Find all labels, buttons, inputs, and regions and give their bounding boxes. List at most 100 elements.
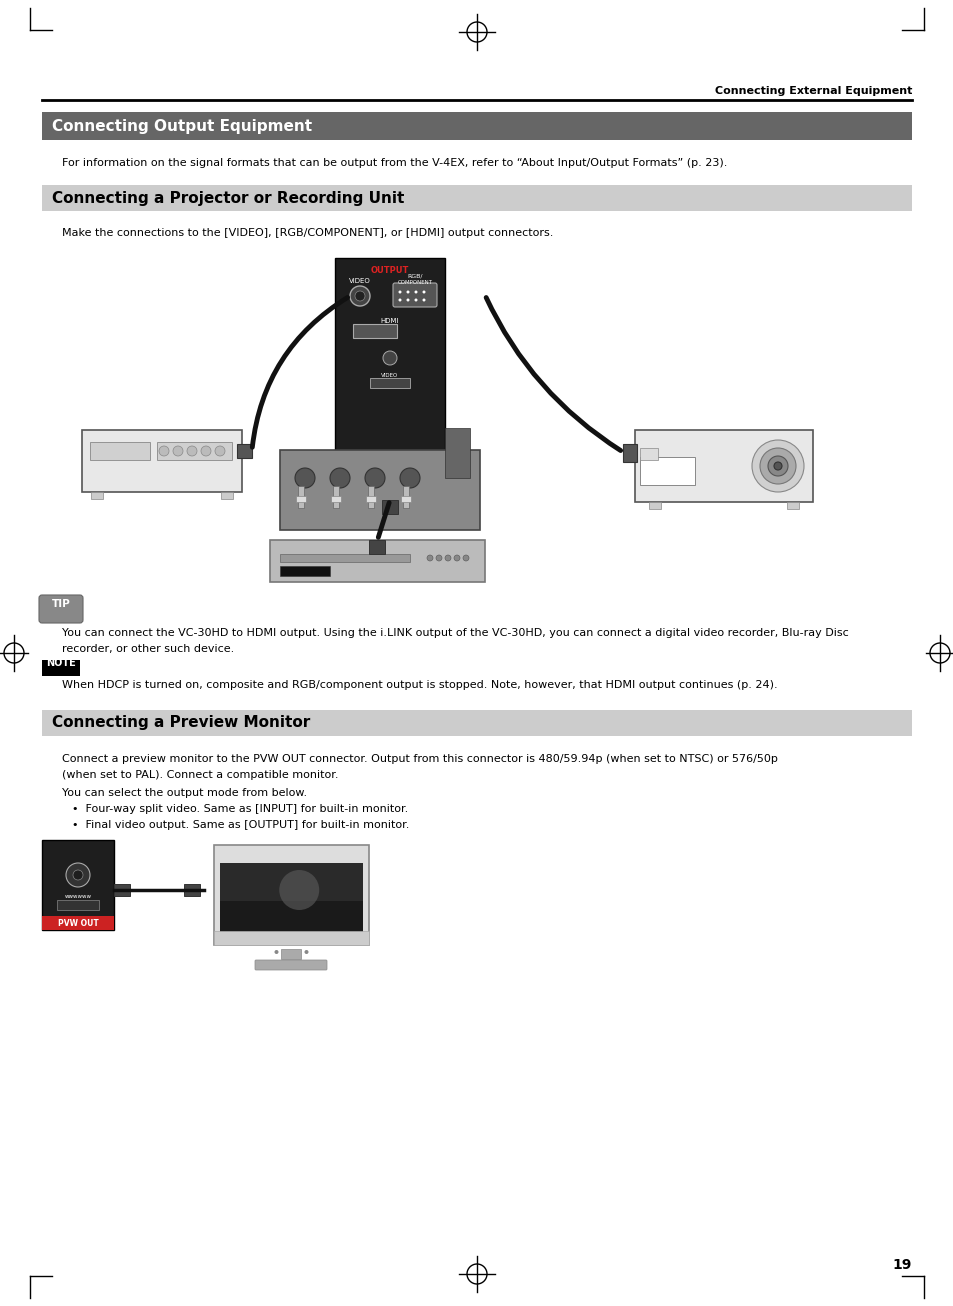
Bar xyxy=(281,949,301,959)
Text: For information on the signal formats that can be output from the V-4EX, refer t: For information on the signal formats th… xyxy=(62,158,726,168)
FancyBboxPatch shape xyxy=(254,960,327,970)
Circle shape xyxy=(350,286,370,306)
Circle shape xyxy=(304,949,308,953)
Circle shape xyxy=(444,555,451,562)
Text: TIP: TIP xyxy=(51,599,71,609)
Bar xyxy=(221,492,233,499)
Bar xyxy=(213,845,369,946)
Bar xyxy=(635,430,812,502)
Bar xyxy=(353,324,396,338)
Bar xyxy=(82,430,242,492)
Text: NOTE: NOTE xyxy=(46,658,76,667)
FancyBboxPatch shape xyxy=(39,596,83,623)
Bar xyxy=(90,441,150,460)
Text: Connecting a Projector or Recording Unit: Connecting a Projector or Recording Unit xyxy=(52,191,404,205)
Circle shape xyxy=(201,447,211,456)
Text: VIDEO: VIDEO xyxy=(381,374,398,377)
Bar xyxy=(42,185,911,212)
Circle shape xyxy=(330,468,350,488)
Circle shape xyxy=(66,863,90,887)
Bar xyxy=(280,451,479,530)
Bar xyxy=(42,710,911,737)
Circle shape xyxy=(427,555,433,562)
Text: VIDEO: VIDEO xyxy=(349,278,371,283)
Bar xyxy=(270,539,484,582)
Text: HDMI: HDMI xyxy=(380,317,399,324)
Circle shape xyxy=(214,447,225,456)
Bar xyxy=(213,931,369,946)
Bar xyxy=(280,565,330,576)
Bar xyxy=(42,840,113,930)
Circle shape xyxy=(274,949,278,953)
Bar xyxy=(331,496,340,502)
Bar xyxy=(639,448,658,460)
Circle shape xyxy=(187,447,196,456)
Bar xyxy=(335,259,444,500)
Text: RGB/: RGB/ xyxy=(407,274,422,279)
Bar xyxy=(113,884,130,896)
Circle shape xyxy=(406,290,409,294)
Circle shape xyxy=(398,290,401,294)
Circle shape xyxy=(398,299,401,302)
Bar xyxy=(333,486,338,508)
Text: You can connect the VC-30HD to HDMI output. Using the i.LINK output of the VC-30: You can connect the VC-30HD to HDMI outp… xyxy=(62,628,848,639)
Text: You can select the output mode from below.: You can select the output mode from belo… xyxy=(62,788,307,798)
Circle shape xyxy=(159,447,169,456)
Bar xyxy=(370,377,410,388)
Text: When HDCP is turned on, composite and RGB/component output is stopped. Note, how: When HDCP is turned on, composite and RG… xyxy=(62,680,777,690)
Bar xyxy=(220,863,363,939)
Bar xyxy=(402,486,409,508)
Text: Connecting Output Equipment: Connecting Output Equipment xyxy=(52,119,312,133)
Bar xyxy=(297,486,304,508)
Bar xyxy=(400,496,411,502)
Text: 19: 19 xyxy=(892,1258,911,1272)
Bar xyxy=(786,502,799,509)
Circle shape xyxy=(365,468,385,488)
Bar xyxy=(368,486,374,508)
Circle shape xyxy=(422,290,425,294)
Text: Connect a preview monitor to the PVW OUT connector. Output from this connector i: Connect a preview monitor to the PVW OUT… xyxy=(62,754,777,764)
Circle shape xyxy=(767,456,787,475)
Circle shape xyxy=(422,299,425,302)
Circle shape xyxy=(751,440,803,492)
Circle shape xyxy=(454,555,459,562)
Bar xyxy=(648,502,660,509)
Text: •  Final video output. Same as [OUTPUT] for built-in monitor.: • Final video output. Same as [OUTPUT] f… xyxy=(71,820,409,831)
Circle shape xyxy=(284,949,288,953)
Circle shape xyxy=(355,291,365,300)
Bar xyxy=(366,496,375,502)
Text: PVW OUT: PVW OUT xyxy=(57,918,98,927)
Bar xyxy=(381,500,397,515)
Bar xyxy=(42,112,911,140)
Bar xyxy=(639,457,695,485)
Bar xyxy=(369,539,385,554)
Bar xyxy=(57,900,99,910)
Circle shape xyxy=(760,448,795,485)
Circle shape xyxy=(73,870,83,880)
Text: Make the connections to the [VIDEO], [RGB/COMPONENT], or [HDMI] output connector: Make the connections to the [VIDEO], [RG… xyxy=(62,229,553,238)
Bar xyxy=(157,441,232,460)
Bar xyxy=(280,554,410,562)
Text: COMPONENT: COMPONENT xyxy=(397,279,432,285)
Text: wwwwww: wwwwww xyxy=(65,895,91,899)
Circle shape xyxy=(462,555,469,562)
Text: Connecting External Equipment: Connecting External Equipment xyxy=(714,86,911,97)
Circle shape xyxy=(294,949,298,953)
Bar xyxy=(184,884,200,896)
Bar xyxy=(236,444,252,458)
Circle shape xyxy=(279,870,319,910)
Text: (when set to PAL). Connect a compatible monitor.: (when set to PAL). Connect a compatible … xyxy=(62,771,338,780)
Bar xyxy=(295,496,306,502)
Text: recorder, or other such device.: recorder, or other such device. xyxy=(62,644,234,654)
Text: •  Four-way split video. Same as [INPUT] for built-in monitor.: • Four-way split video. Same as [INPUT] … xyxy=(71,804,408,814)
Bar xyxy=(220,901,363,939)
FancyBboxPatch shape xyxy=(393,283,436,307)
Bar xyxy=(622,444,637,462)
Circle shape xyxy=(414,290,417,294)
Bar xyxy=(444,428,470,478)
Text: OUTPUT: OUTPUT xyxy=(371,266,409,276)
Text: Connecting a Preview Monitor: Connecting a Preview Monitor xyxy=(52,716,310,730)
Circle shape xyxy=(294,468,314,488)
Circle shape xyxy=(382,351,396,364)
Circle shape xyxy=(773,462,781,470)
